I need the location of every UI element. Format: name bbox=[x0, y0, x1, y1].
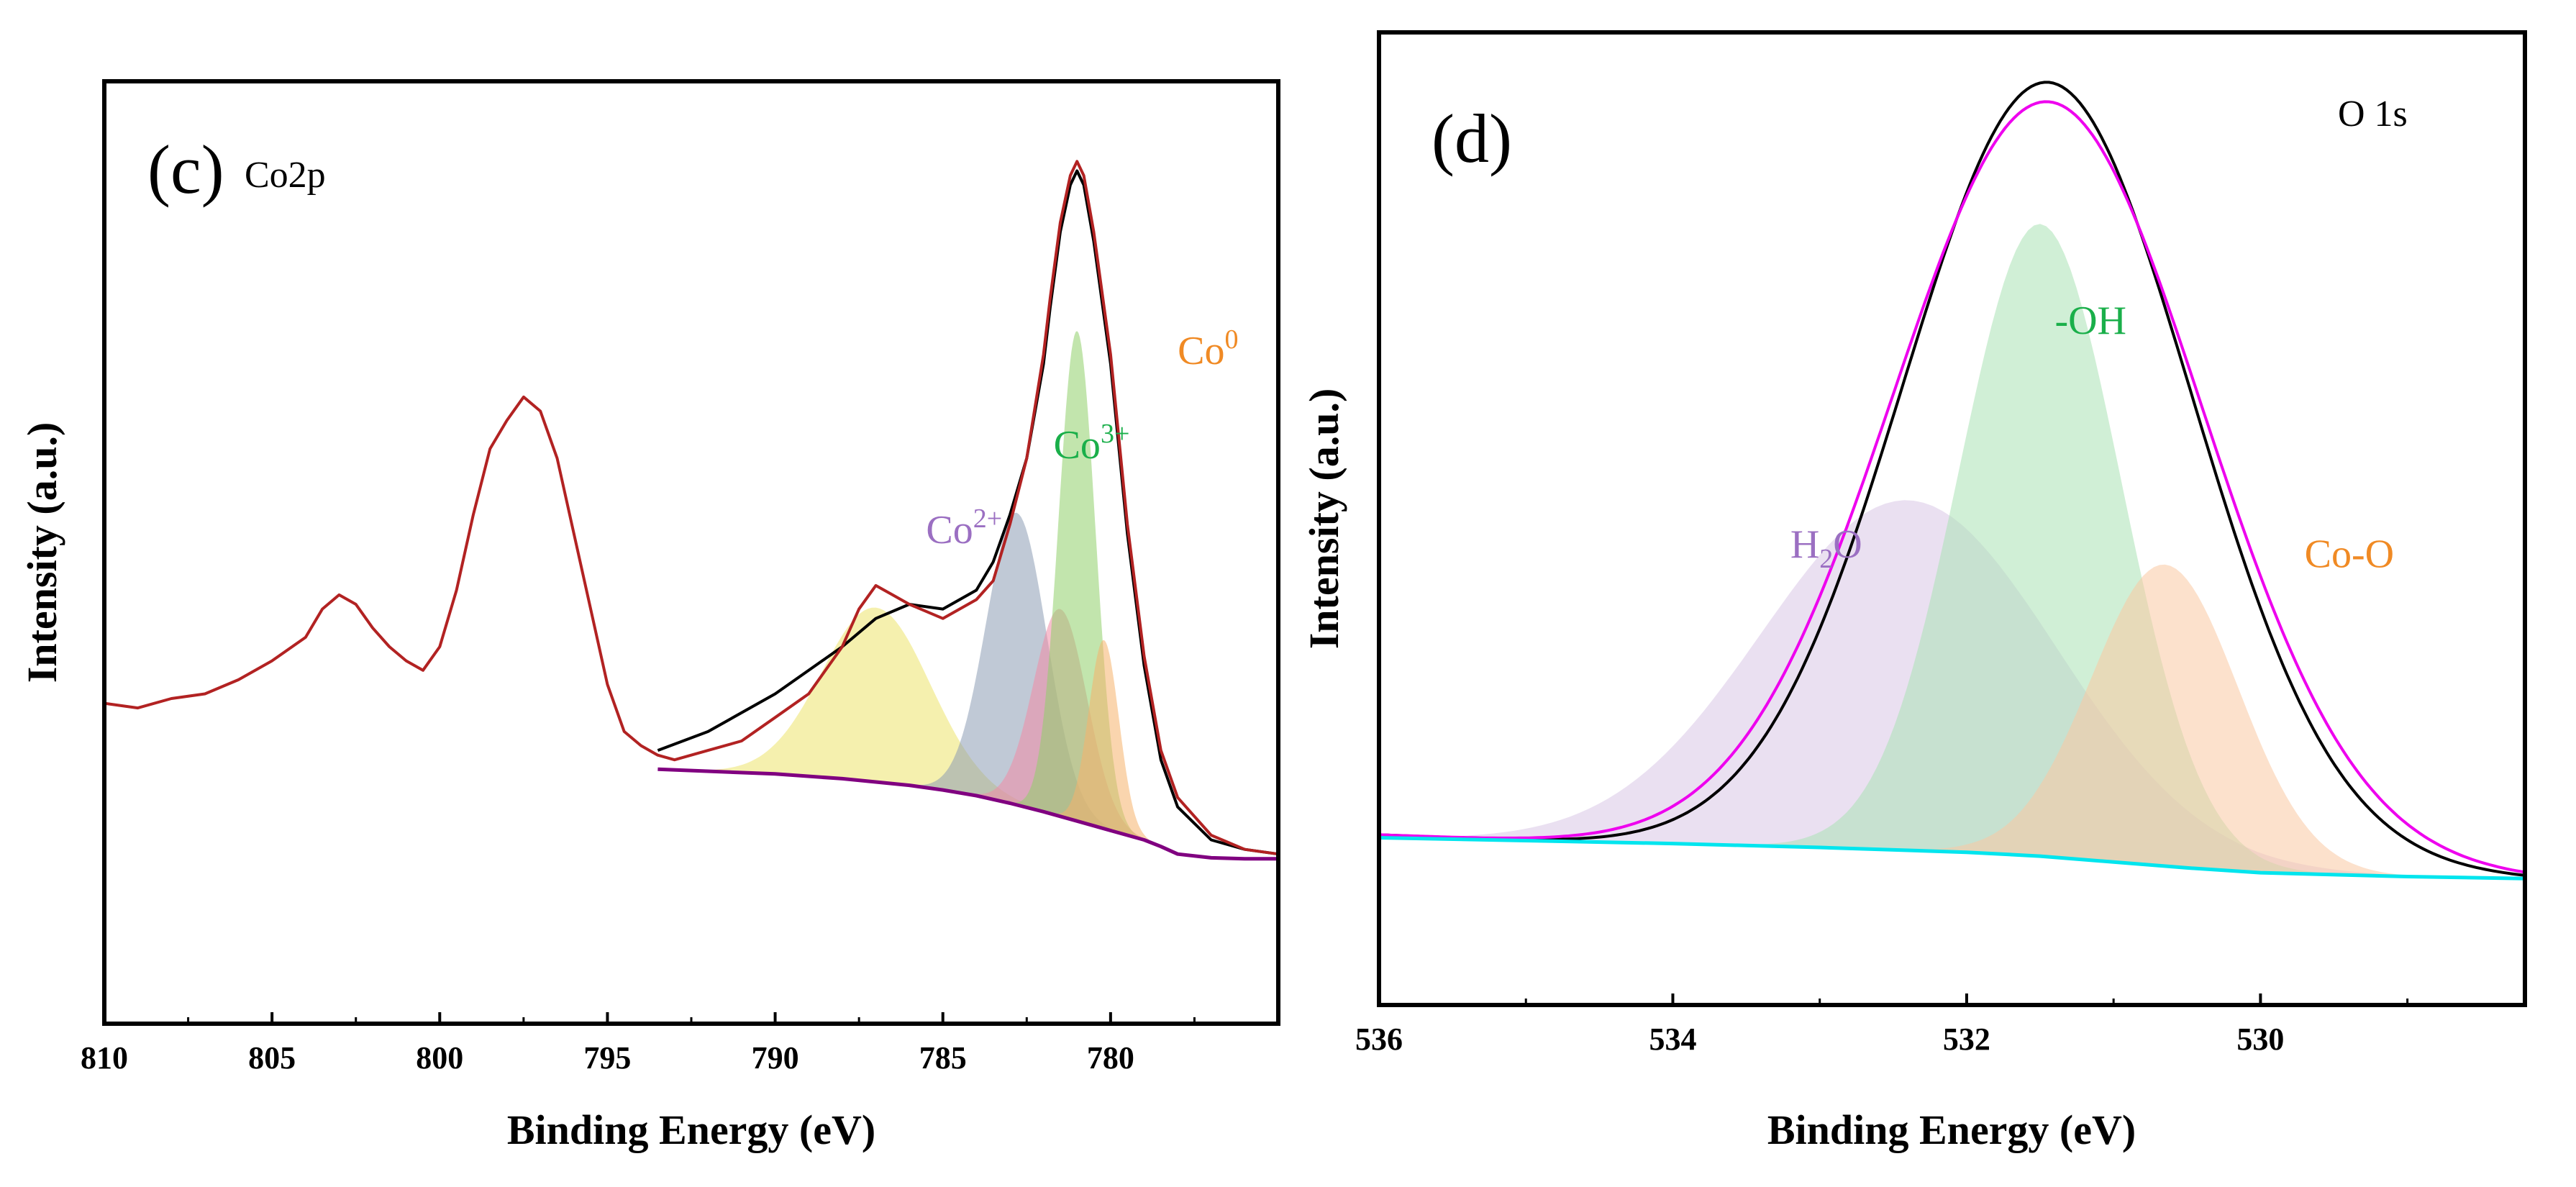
panel-d-y-axis-title: Intensity (a.u.) bbox=[1301, 388, 1347, 650]
peak-fill-co0 bbox=[993, 331, 1160, 847]
peak-label--oh: -OH bbox=[2054, 299, 2126, 343]
x-tick-label: 790 bbox=[752, 1040, 799, 1075]
peak-label-co3-: Co3+ bbox=[1054, 419, 1130, 468]
x-tick-label: 530 bbox=[2236, 1022, 2284, 1057]
x-tick-label: 805 bbox=[248, 1040, 296, 1075]
peak-label-co-o: Co-O bbox=[2305, 532, 2394, 577]
peak-label-co0: Co0 bbox=[1178, 324, 1238, 373]
panel-d-o1s: 536 534 532 530 (d) O 1s Binding Energy (eV… bbox=[1301, 30, 2527, 1153]
panel-c-peak-fills bbox=[634, 331, 1181, 855]
x-tick-label: 795 bbox=[583, 1040, 631, 1075]
panel-d-peak-labels: H2O -OH Co-O bbox=[1790, 299, 2394, 576]
panel-c-label: (c) bbox=[147, 131, 224, 208]
peak-fill-co-o bbox=[1834, 564, 2496, 878]
x-tick-label: 780 bbox=[1087, 1040, 1134, 1075]
panel-d-label: (d) bbox=[1432, 100, 1512, 177]
peak-fill-co0-tail bbox=[1036, 640, 1172, 852]
peak-fill--oh bbox=[1676, 224, 2404, 877]
panel-d-x-ticks: 536 534 532 530 bbox=[1355, 993, 2409, 1057]
x-tick-label: 536 bbox=[1355, 1022, 1403, 1057]
series-line-fit bbox=[1378, 100, 2526, 874]
series-line-background bbox=[1378, 836, 2526, 881]
series-line-background bbox=[657, 767, 1278, 861]
panel-d-frame bbox=[1377, 30, 2527, 1007]
panel-c-x-axis-title: Binding Energy (eV) bbox=[507, 1106, 875, 1153]
x-tick-label: 532 bbox=[1943, 1022, 1990, 1057]
x-tick-label: 534 bbox=[1649, 1022, 1696, 1057]
series-line-envelope bbox=[104, 160, 1279, 856]
panel-d-element-label: O 1s bbox=[2338, 94, 2408, 135]
peak-fill-co3- bbox=[880, 512, 1153, 844]
panel-c-element-label: Co2p bbox=[245, 155, 326, 196]
panel-c-peak-labels: Co2+ Co3+ Co0 bbox=[926, 324, 1238, 552]
panel-c-co2p: 810 805 800 795 790 785 780 (c) Co2p Binding E… bbox=[19, 79, 1280, 1153]
panel-c-lines bbox=[104, 160, 1279, 861]
x-tick-label: 800 bbox=[416, 1040, 463, 1075]
panel-d-peak-fills bbox=[1379, 224, 2525, 879]
peak-fill-co2- bbox=[634, 607, 1118, 833]
x-tick-label: 810 bbox=[81, 1040, 128, 1075]
x-tick-label: 785 bbox=[919, 1040, 967, 1075]
panel-c-x-ticks: 810 805 800 795 790 785 780 bbox=[81, 1012, 1196, 1075]
panel-d-x-axis-title: Binding Energy (eV) bbox=[1767, 1106, 2136, 1153]
panel-d-lines bbox=[1378, 81, 2526, 881]
peak-label-h2o: H2O bbox=[1790, 522, 1862, 574]
peak-label-co2-: Co2+ bbox=[926, 504, 1002, 552]
panel-c-y-axis-title: Intensity (a.u.) bbox=[19, 422, 65, 683]
